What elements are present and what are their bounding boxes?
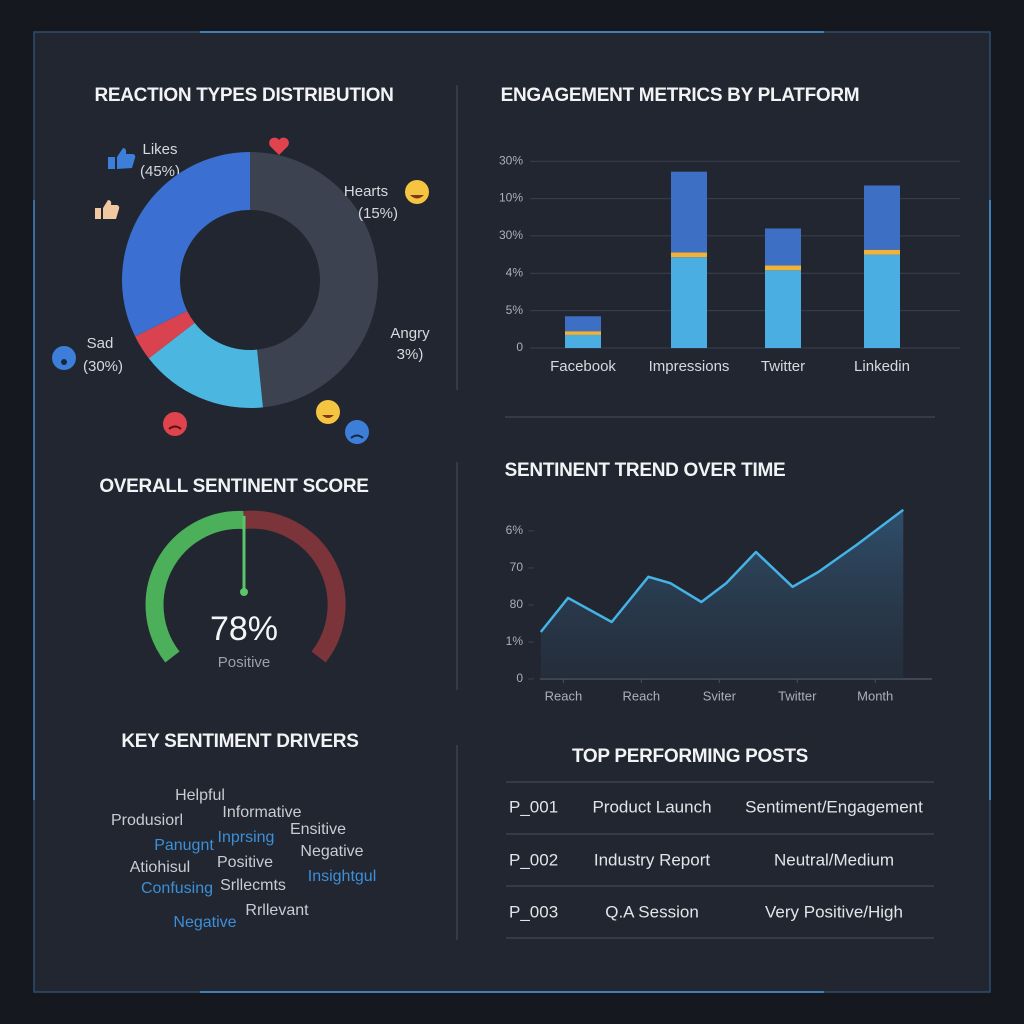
- table-cell: Q.A Session: [605, 902, 699, 921]
- emoji: [316, 400, 340, 424]
- trend-line: [539, 508, 905, 633]
- bar-segment: [565, 316, 601, 332]
- bar-segment: [864, 185, 900, 250]
- chart-title: TOP PERFORMING POSTS: [572, 746, 808, 767]
- x-tick-label: Facebook: [550, 358, 616, 375]
- driver-word: Inprsing: [218, 829, 275, 846]
- bar-segment: [765, 228, 801, 266]
- like-icon: [108, 157, 115, 169]
- emoji: [168, 425, 182, 430]
- driver-word: Confusing: [141, 880, 213, 897]
- driver-word: Atiohisul: [130, 859, 190, 876]
- emoji: [410, 195, 424, 199]
- table-cell: Neutral/Medium: [774, 850, 894, 869]
- y-tick-label: 30%: [499, 153, 523, 167]
- like-icon: [103, 200, 120, 219]
- bar-segment: [671, 257, 707, 348]
- slice-label: Likes: [142, 141, 177, 158]
- driver-word: Informative: [222, 804, 301, 821]
- bar-segment: [565, 334, 601, 348]
- chart-title: SENTINENT TREND OVER TIME: [505, 460, 786, 481]
- bar-segment: [765, 270, 801, 348]
- table-cell: P_003: [509, 902, 558, 921]
- heart-icon: [269, 137, 289, 155]
- y-tick-label: 6%: [506, 523, 524, 537]
- y-tick-label: 0: [516, 340, 523, 354]
- chart-title: OVERALL SENTINENT SCORE: [99, 476, 368, 497]
- bar-segment: [671, 252, 707, 258]
- emoji: [61, 359, 67, 365]
- y-tick-label: 10%: [499, 191, 523, 205]
- gauge-value: 78%: [210, 610, 278, 648]
- x-tick-label: Impressions: [649, 358, 730, 375]
- emoji: [350, 434, 364, 439]
- slice-value: 3%): [397, 346, 424, 363]
- table-cell: Sentiment/Engagement: [745, 797, 923, 816]
- table-cell: Product Launch: [592, 797, 711, 816]
- driver-word: Rrllevant: [245, 902, 309, 919]
- driver-word: Srllecmts: [220, 877, 286, 894]
- x-tick-label: Reach: [545, 688, 583, 703]
- bar-segment: [864, 249, 900, 255]
- driver-word: Produsiorl: [111, 812, 183, 829]
- emoji: [52, 346, 76, 370]
- table-cell: P_001: [509, 797, 558, 816]
- y-tick-label: 1%: [506, 634, 524, 648]
- x-tick-label: Reach: [623, 688, 661, 703]
- table-cell: P_002: [509, 850, 558, 869]
- bar-segment: [671, 171, 707, 253]
- emoji-icons: [52, 137, 429, 444]
- gauge-caption: Positive: [218, 654, 271, 671]
- chart-title: KEY SENTIMENT DRIVERS: [121, 731, 358, 752]
- donut-segment: [135, 310, 195, 359]
- table-cell: Very Positive/High: [765, 902, 903, 921]
- emoji: [405, 180, 429, 204]
- driver-word: Ensitive: [290, 821, 346, 838]
- slice-label: Angry: [390, 325, 430, 342]
- x-tick-label: Twitter: [761, 358, 805, 375]
- y-tick-label: 30%: [499, 228, 523, 242]
- slice-value: (15%): [358, 205, 398, 222]
- donut-segment: [148, 322, 263, 408]
- bar-segment: [765, 265, 801, 271]
- chart-title: ENGAGEMENT METRICS BY PLATFORM: [501, 85, 860, 106]
- gauge-needle: [240, 588, 248, 596]
- y-tick-label: 70: [510, 560, 524, 574]
- driver-word: Negative: [300, 843, 363, 860]
- like-icon: [117, 148, 136, 169]
- x-tick-label: Twitter: [778, 688, 817, 703]
- emoji: [345, 420, 369, 444]
- slice-label: Sad: [87, 335, 114, 352]
- driver-word: Helpful: [175, 787, 225, 804]
- chart-title: REACTION TYPES DISTRIBUTION: [94, 85, 393, 106]
- y-tick-label: 80: [510, 597, 524, 611]
- driver-word: Insightgul: [308, 868, 377, 885]
- donut-segment: [122, 152, 250, 337]
- x-tick-label: Month: [857, 688, 893, 703]
- driver-word: Panugnt: [154, 837, 214, 854]
- slice-value: (30%): [83, 358, 123, 375]
- y-tick-label: 5%: [506, 303, 524, 317]
- driver-word: Positive: [217, 854, 273, 871]
- like-icon: [95, 208, 101, 219]
- y-tick-label: 0: [516, 671, 523, 685]
- donut-segment: [250, 152, 378, 408]
- driver-word: Negative: [173, 914, 236, 931]
- trend-area: [540, 509, 904, 679]
- bar-segment: [864, 254, 900, 348]
- x-tick-label: Sviter: [703, 688, 737, 703]
- x-tick-label: Linkedin: [854, 358, 910, 375]
- emoji: [163, 412, 187, 436]
- y-tick-label: 4%: [506, 265, 524, 279]
- slice-value: (45%): [140, 163, 180, 180]
- slice-label: Hearts: [344, 183, 388, 200]
- table-cell: Industry Report: [594, 850, 710, 869]
- bar-segment: [565, 331, 601, 335]
- gauge-arc: [145, 510, 245, 663]
- emoji: [322, 415, 334, 418]
- gauge-arc: [243, 510, 346, 663]
